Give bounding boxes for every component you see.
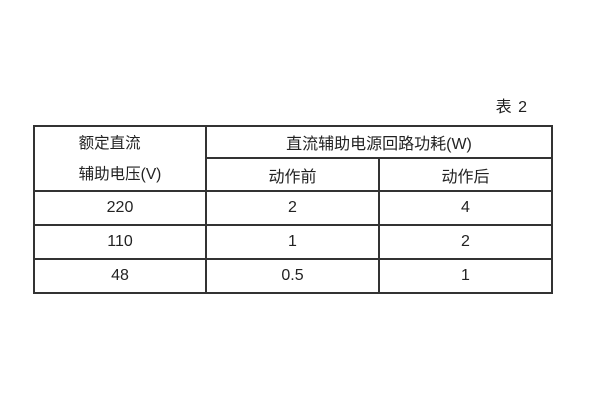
- table-row: 110 1 2: [33, 224, 554, 260]
- cell-voltage: 220: [33, 190, 207, 226]
- table-row: 48 0.5 1: [33, 258, 554, 294]
- table-row: 220 2 4: [33, 190, 554, 226]
- power-consumption-table: 额定直流 辅助电压(V) 直流辅助电源回路功耗(W) 动作前 动作后 220 2…: [33, 125, 554, 294]
- cell-after: 1: [377, 258, 554, 294]
- header-line-aux-voltage: 辅助电压(V): [78, 165, 162, 183]
- cell-before: 0.5: [205, 258, 380, 294]
- header-rated-dc-voltage: 额定直流 辅助电压(V): [33, 125, 207, 192]
- cell-voltage: 110: [33, 224, 207, 260]
- header-rated-dc-voltage-text: 额定直流 辅助电压(V): [79, 128, 162, 190]
- header-power-consumption: 直流辅助电源回路功耗(W): [204, 125, 554, 159]
- table-caption: 表 2: [495, 99, 528, 116]
- cell-before: 1: [205, 224, 380, 260]
- cell-voltage: 48: [33, 258, 207, 294]
- header-line-rated-dc: 额定直流: [78, 134, 141, 152]
- cell-before: 2: [205, 190, 380, 226]
- header-after-operation: 动作后: [377, 157, 554, 192]
- header-before-operation: 动作前: [205, 157, 380, 192]
- cell-after: 4: [377, 190, 554, 226]
- cell-after: 2: [377, 224, 554, 260]
